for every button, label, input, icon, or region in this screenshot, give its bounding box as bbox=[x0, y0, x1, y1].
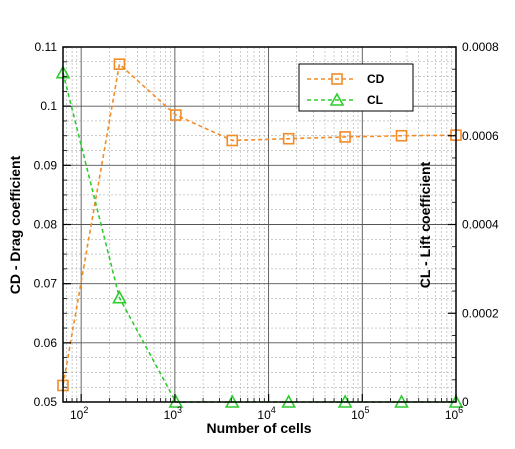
x-tick-exponent: 3 bbox=[177, 405, 182, 415]
x-tick-label: 103 bbox=[164, 405, 182, 422]
x-tick-exponent: 5 bbox=[364, 405, 369, 415]
legend-cd-label: CD bbox=[367, 72, 385, 86]
legend-box bbox=[299, 64, 413, 111]
x-tick-label: 105 bbox=[351, 405, 369, 422]
x-tick-label: 102 bbox=[70, 405, 88, 422]
x-tick-exponent: 4 bbox=[271, 405, 276, 415]
y-left-tick-label: 0.07 bbox=[34, 277, 58, 291]
y-right-axis-title: CL - Lift coefficient bbox=[417, 161, 433, 288]
y-right-tick-labels: 0 0.0002 0.0004 0.0006 0.0008 bbox=[462, 40, 499, 409]
y-left-tick-label: 0.1 bbox=[40, 99, 57, 113]
y-left-axis-title: CD - Drag coefficient bbox=[7, 155, 23, 294]
y-left-tick-label: 0.05 bbox=[34, 395, 58, 409]
y-left-tick-label: 0.09 bbox=[34, 158, 58, 172]
x-tick-exponent: 2 bbox=[83, 405, 88, 415]
y-right-tick-label: 0 bbox=[462, 395, 469, 409]
x-tick-label: 106 bbox=[445, 405, 463, 422]
y-right-tick-label: 0.0002 bbox=[462, 306, 499, 320]
y-left-tick-label: 0.11 bbox=[35, 40, 58, 54]
legend-cl-label: CL bbox=[367, 93, 383, 107]
y-left-tick-label: 0.08 bbox=[34, 218, 58, 232]
y-left-tick-label: 0.06 bbox=[34, 336, 58, 350]
y-right-tick-label: 0.0008 bbox=[462, 40, 499, 54]
x-axis-title: Number of cells bbox=[206, 420, 311, 436]
y-right-tick-label: 0.0004 bbox=[462, 218, 499, 232]
legend: CD CL bbox=[299, 64, 413, 111]
y-right-tick-label: 0.0006 bbox=[462, 129, 499, 143]
y-left-tick-labels: 0.05 0.06 0.07 0.08 0.09 0.1 0.11 bbox=[34, 40, 58, 409]
